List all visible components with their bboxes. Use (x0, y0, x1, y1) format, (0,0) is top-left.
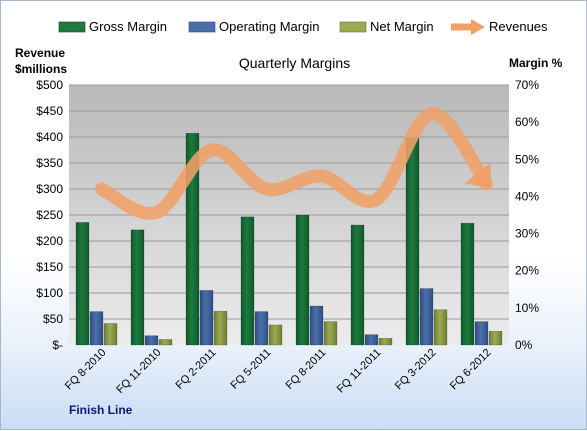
legend-revenues-arrow (471, 19, 485, 35)
legend-net-swatch (339, 21, 367, 33)
category-label: FQ 2-2011 (174, 347, 219, 392)
legend-net-label: Net Margin (370, 19, 434, 34)
left-tick-label: $500 (36, 78, 63, 92)
gross-margin-bar (295, 214, 310, 346)
left-tick-label: $200 (36, 234, 63, 248)
right-tick-label: 0% (515, 338, 533, 352)
net-margin-bar (158, 339, 173, 346)
net-margin-bar (213, 310, 228, 346)
gross-margin-bar (460, 222, 475, 346)
right-tick-label: 10% (515, 301, 539, 315)
revenues-arrowhead (464, 162, 492, 189)
left-axis-title: Revenue $millions (15, 45, 67, 77)
right-tick-label: 70% (515, 78, 539, 92)
operating-margin-bar (254, 311, 269, 346)
category-label: FQ 5-2011 (229, 347, 274, 392)
left-tick-label: $- (52, 338, 63, 352)
category-label: FQ 8-2011 (284, 347, 329, 392)
left-tick-label: $400 (36, 130, 63, 144)
left-tick-label: $150 (36, 260, 63, 274)
net-margin-bar (488, 331, 503, 346)
right-tick-label: 40% (515, 189, 539, 203)
right-tick-label: 60% (515, 115, 539, 129)
category-label: FQ 6-2012 (448, 347, 494, 393)
gross-margin-bar (240, 216, 255, 346)
operating-margin-bar (199, 290, 214, 346)
left-tick-label: $350 (36, 156, 63, 170)
operating-margin-bar (419, 288, 434, 346)
net-margin-bar (433, 309, 448, 346)
chart-title: Quarterly Margins (238, 55, 351, 71)
gross-margin-bar (350, 224, 365, 346)
footer-label: Finish Line (69, 403, 133, 417)
operating-margin-bar (364, 334, 379, 346)
operating-margin-bar (144, 335, 159, 346)
gross-margin-bar (405, 137, 420, 346)
operating-margin-bar (309, 305, 324, 346)
gross-margin-bar (185, 133, 200, 346)
net-margin-bar (103, 323, 118, 346)
legend-gross-swatch (58, 21, 86, 33)
net-margin-bar (378, 338, 393, 346)
right-axis-title: Margin % (509, 56, 563, 70)
right-tick-label: 30% (515, 227, 539, 241)
legend-revenues-label: Revenues (489, 19, 548, 34)
net-margin-bar (323, 321, 338, 346)
right-tick-label: 50% (515, 152, 539, 166)
legend-gross-label: Gross Margin (89, 19, 168, 34)
gross-margin-bar (75, 222, 90, 346)
left-tick-label: $100 (36, 286, 63, 300)
legend-operating-label: Operating Margin (219, 19, 320, 34)
left-tick-label: $450 (36, 104, 63, 118)
category-label: FQ 11-2011 (335, 347, 384, 396)
net-margin-bar (268, 324, 283, 346)
legend-operating-swatch (188, 21, 216, 33)
revenues-line (95, 107, 493, 220)
right-tick-label: 20% (515, 264, 539, 278)
operating-margin-bar (474, 321, 489, 346)
left-tick-label: $50 (43, 312, 63, 326)
gross-margin-bar (130, 229, 145, 346)
left-axis-title-line2: $millions (15, 62, 68, 76)
left-tick-label: $250 (36, 208, 63, 222)
left-axis-title-line1: Revenue (15, 46, 66, 60)
category-label: FQ 3-2012 (393, 347, 439, 393)
operating-margin-bar (89, 311, 104, 346)
category-label: FQ 8-2010 (63, 347, 109, 393)
category-label: FQ 11-2010 (114, 347, 163, 396)
left-tick-label: $300 (36, 182, 63, 196)
